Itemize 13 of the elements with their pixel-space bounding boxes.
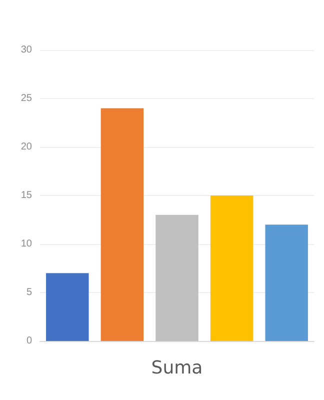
bar [46, 273, 89, 341]
x-axis-title: Suma [151, 358, 203, 378]
y-tick-label: 0 [26, 336, 32, 346]
y-tick-label: 15 [20, 190, 32, 201]
bar [156, 214, 198, 341]
y-tick-label: 30 [20, 44, 32, 56]
y-tick-label: 10 [20, 238, 32, 250]
bar [210, 196, 254, 341]
y-tick-label: 25 [20, 93, 32, 104]
bar [100, 108, 144, 341]
y-tick-label: 20 [20, 142, 32, 152]
y-tick-label: 5 [26, 287, 32, 298]
bar [265, 224, 308, 341]
